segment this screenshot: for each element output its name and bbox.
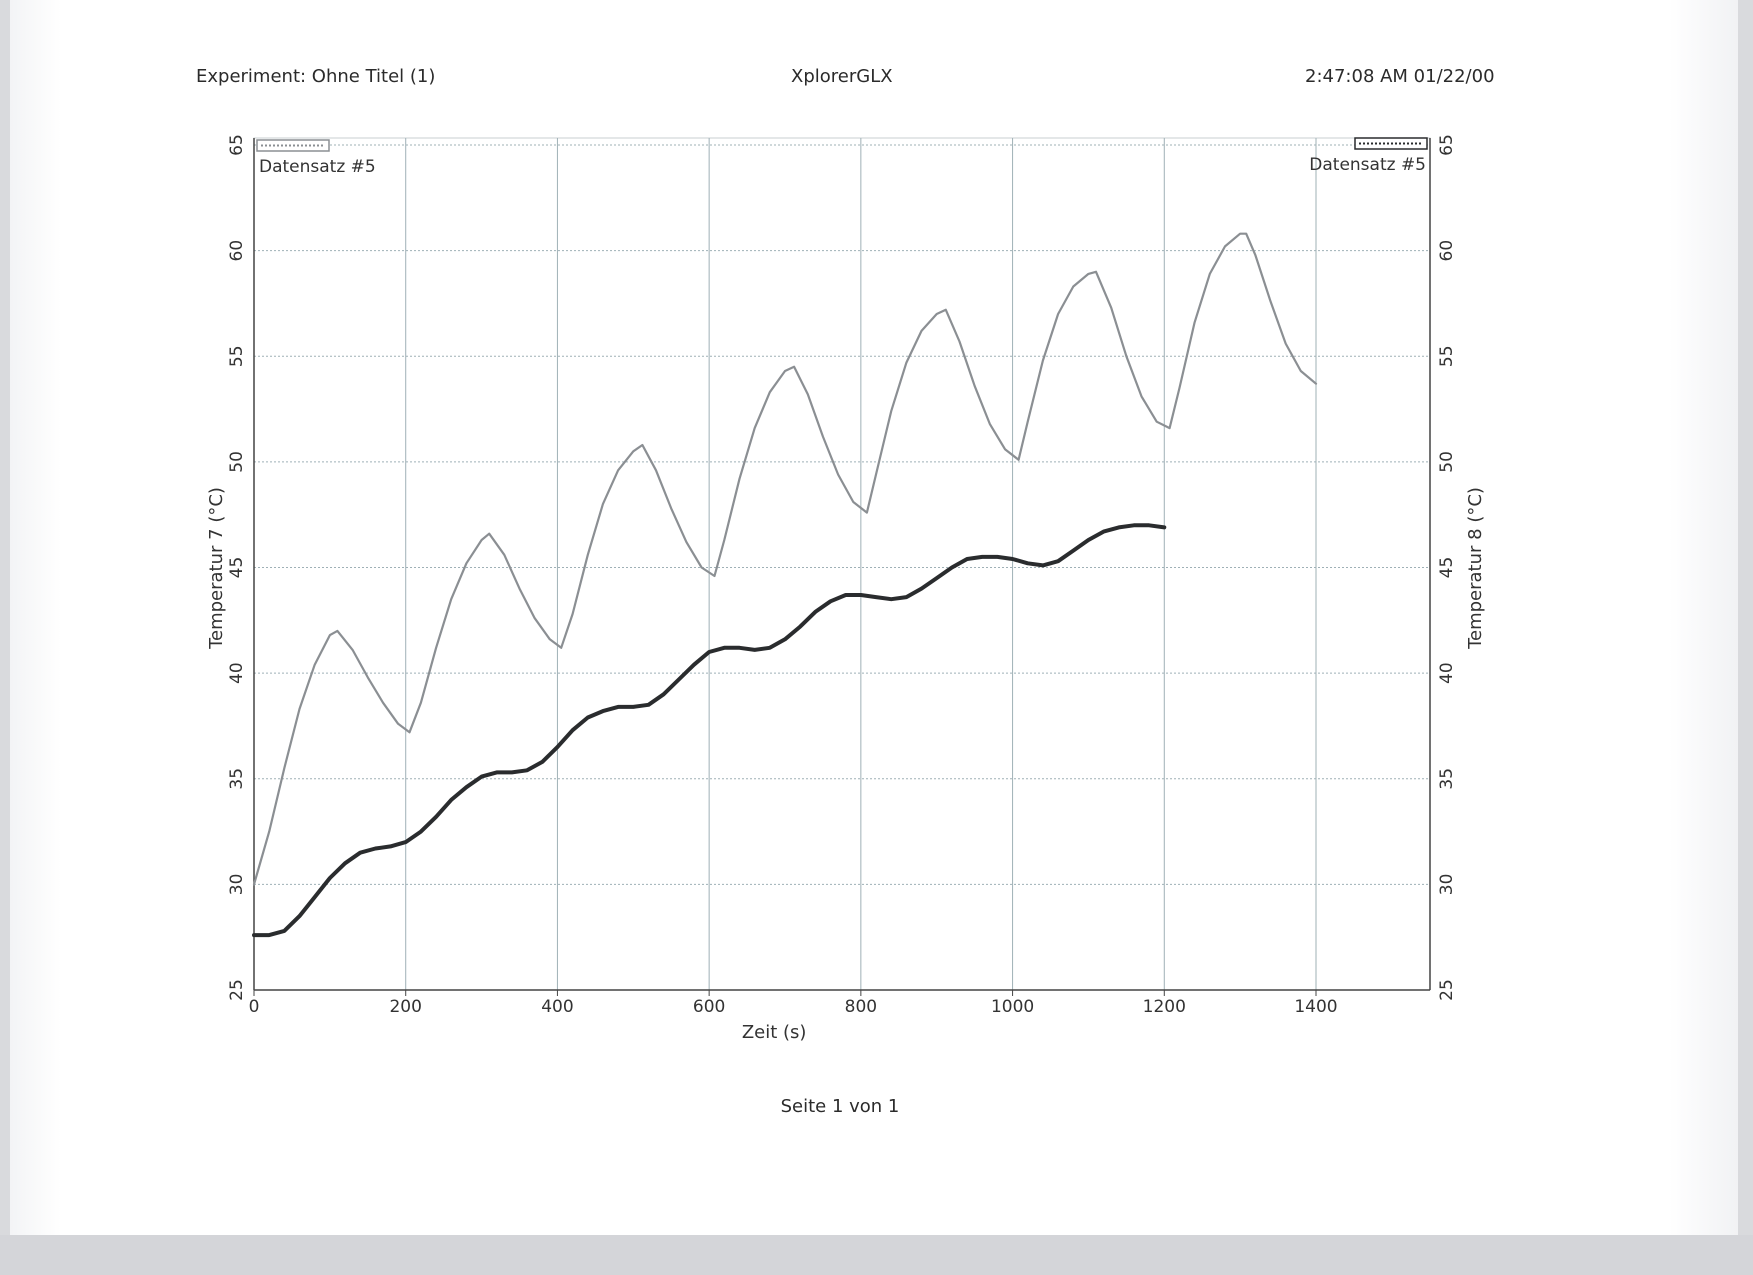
experiment-title: Experiment: Ohne Titel (1)	[196, 66, 436, 87]
y-left-tick-label: 35	[227, 768, 247, 790]
legend-left-label: Datensatz #5	[259, 157, 376, 177]
y-left-tick-label: 55	[227, 345, 247, 367]
y-left-axis-label: Temperatur 7 (°C)	[206, 487, 227, 650]
y-left-tick-label: 30	[227, 874, 247, 896]
y-right-tick-label: 30	[1437, 874, 1457, 896]
y-right-tick-label: 40	[1437, 662, 1457, 684]
x-tick-label: 200	[389, 997, 421, 1017]
x-tick-label: 1000	[991, 997, 1034, 1017]
plot-area-frame	[253, 137, 1431, 991]
series-line-temperatur-7	[252, 232, 1318, 886]
x-tick-label: 800	[845, 997, 877, 1017]
series-line-temperatur-8	[252, 523, 1167, 938]
y-left-tick-label: 65	[227, 134, 247, 156]
print-timestamp: 2:47:08 AM 01/22/00	[1305, 66, 1495, 87]
legend-right-label: Datensatz #5	[1309, 155, 1426, 175]
y-left-tick-label: 60	[227, 240, 247, 262]
y-right-tick-label: 25	[1437, 979, 1457, 1001]
paper-sheet	[10, 0, 1738, 1235]
y-left-tick-label: 45	[227, 557, 247, 579]
y-right-tick-label: 35	[1437, 768, 1457, 790]
x-tick-label: 1200	[1143, 997, 1186, 1017]
page-number: Seite 1 von 1	[780, 1096, 900, 1117]
x-tick-label: 600	[693, 997, 725, 1017]
y-right-tick-label: 45	[1437, 557, 1457, 579]
y-right-tick-label: 65	[1437, 134, 1457, 156]
y-right-tick-label: 50	[1437, 451, 1457, 473]
y-right-tick-label: 60	[1437, 240, 1457, 262]
y-left-tick-label: 50	[227, 451, 247, 473]
y-right-axis-label: Temperatur 8 (°C)	[1465, 487, 1486, 650]
y-left-tick-label: 25	[227, 979, 247, 1001]
x-axis-label: Zeit (s)	[742, 1022, 807, 1043]
x-tick-label: 0	[249, 997, 260, 1017]
y-left-tick-label: 40	[227, 662, 247, 684]
x-tick-label: 400	[541, 997, 573, 1017]
app-name: XplorerGLX	[791, 66, 893, 87]
x-tick-label: 1400	[1294, 997, 1337, 1017]
scanner-bed-strip	[0, 1235, 1753, 1275]
y-right-tick-label: 55	[1437, 345, 1457, 367]
